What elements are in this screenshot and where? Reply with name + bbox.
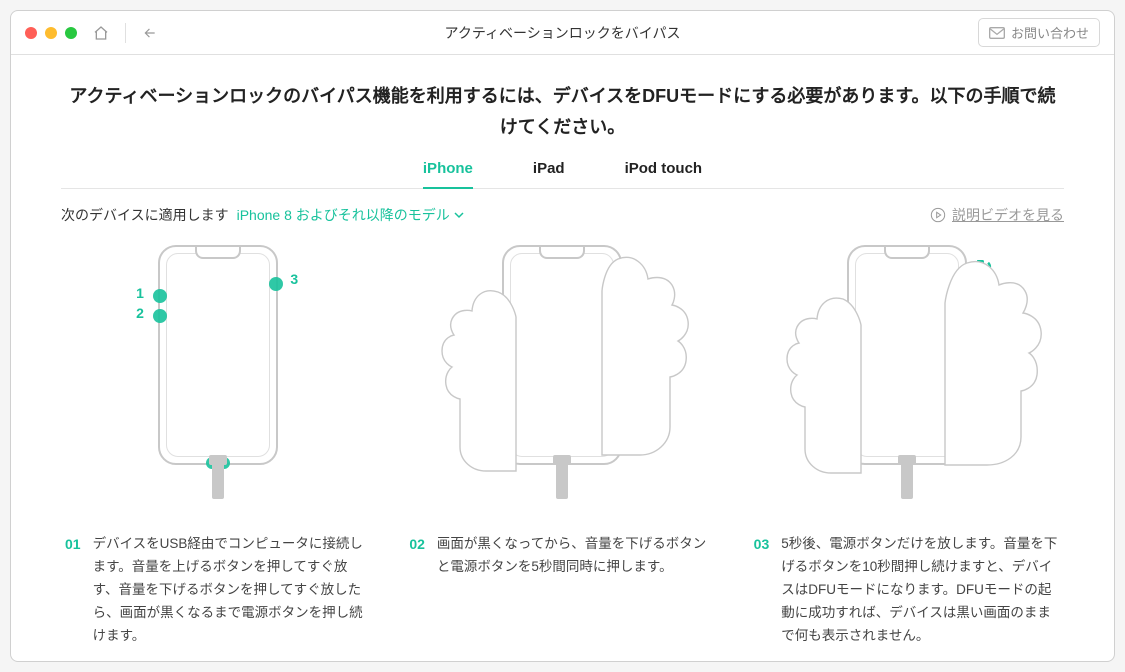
step-3-number: 03 [754,533,770,648]
play-circle-icon [930,207,946,223]
back-arrow-icon [142,26,158,40]
window-zoom-button[interactable] [65,27,77,39]
step-3: ↻ 03 5秒後、電源ボタンだけを放します。音量を下げるボタンを10秒間押し続け… [750,239,1064,648]
home-icon [93,25,109,41]
model-label: iPhone 8 およびそれ以降のモデル [237,205,450,225]
step-2-caption: 02 画面が黒くなってから、音量を下げるボタンと電源ボタンを5秒間同時に押します… [405,533,719,579]
marker-label-3: 3 [290,271,298,287]
contact-button[interactable]: お問い合わせ [978,18,1100,47]
phone-outline [502,245,622,465]
contact-label: お問い合わせ [1011,23,1089,42]
home-button[interactable] [87,21,115,45]
device-tabs: iPhone iPad iPod touch [61,160,1064,189]
step-2-illustration [405,239,719,499]
step-1-caption: 01 デバイスをUSB経由でコンピュータに接続します。音量を上げるボタンを押して… [61,533,375,648]
phone-notch-icon [195,247,241,259]
sub-bar: 次のデバイスに適用します iPhone 8 およびそれ以降のモデル 説明ビデオを… [61,189,1064,235]
tab-iphone[interactable]: iPhone [423,160,473,189]
usb-cable-icon [901,463,913,499]
power-press-icon [613,287,627,301]
release-arrow-icon: ↻ [976,255,993,280]
usb-cable-icon [556,463,568,499]
left-hand-icon [773,287,863,477]
model-select[interactable]: iPhone 8 およびそれ以降のモデル [237,205,464,225]
step-1-text: デバイスをUSB経由でコンピュータに接続します。音量を上げるボタンを押してすぐ放… [93,533,372,648]
tab-ipod-touch[interactable]: iPod touch [625,160,703,188]
step-1-number: 01 [65,533,81,648]
applies-label: 次のデバイスに適用します [61,205,229,225]
volume-down-marker-icon [153,309,167,323]
power-release-icon [958,287,972,301]
step-3-text: 5秒後、電源ボタンだけを放します。音量を下げるボタンを10秒間押し続けますと、デ… [781,533,1060,648]
mail-icon [989,27,1005,39]
titlebar: アクティベーションロックをバイパス お問い合わせ [11,11,1114,55]
right-hand-release-icon [941,259,1051,469]
steps-row: 1 2 3 01 デバイスをUSB経由でコンピュータに接続します。音量を上げるボ… [61,239,1064,648]
chevron-down-icon [454,210,464,220]
headline: アクティベーションロックのバイパス機能を利用するには、デバイスをDFUモードにす… [61,81,1064,142]
back-button[interactable] [136,21,164,45]
usb-cable-icon [212,463,224,499]
divider [125,23,126,43]
step-1: 1 2 3 01 デバイスをUSB経由でコンピュータに接続します。音量を上げるボ… [61,239,375,648]
phone-outline: 1 2 3 [158,245,278,465]
window-close-button[interactable] [25,27,37,39]
content-area: アクティベーションロックのバイパス機能を利用するには、デバイスをDFUモードにす… [11,55,1114,661]
phone-notch-icon [884,247,930,259]
volume-up-marker-icon [153,289,167,303]
step-2-text: 画面が黒くなってから、音量を下げるボタンと電源ボタンを5秒間同時に押します。 [437,533,716,579]
step-3-illustration: ↻ [750,239,1064,499]
power-marker-icon [269,277,283,291]
volume-down-hold-icon [842,317,856,331]
tab-ipad[interactable]: iPad [533,160,565,188]
step-2: 02 画面が黒くなってから、音量を下げるボタンと電源ボタンを5秒間同時に押します… [405,239,719,648]
volume-down-press-icon [497,307,511,321]
watch-video-link[interactable]: 説明ビデオを見る [930,205,1064,225]
window-minimize-button[interactable] [45,27,57,39]
phone-outline: ↻ [847,245,967,465]
window-title: アクティベーションロックをバイパス [11,23,1114,43]
video-label: 説明ビデオを見る [952,205,1064,225]
phone-notch-icon [539,247,585,259]
app-window: アクティベーションロックをバイパス お問い合わせ アクティベーションロックのバイ… [10,10,1115,662]
marker-label-1: 1 [136,285,144,301]
step-1-illustration: 1 2 3 [61,239,375,499]
step-2-number: 02 [409,533,425,579]
right-hand-icon [600,251,700,461]
applies-to: 次のデバイスに適用します iPhone 8 およびそれ以降のモデル [61,205,464,225]
traffic-lights [25,27,77,39]
step-3-caption: 03 5秒後、電源ボタンだけを放します。音量を下げるボタンを10秒間押し続けます… [750,533,1064,648]
marker-label-2: 2 [136,305,144,321]
